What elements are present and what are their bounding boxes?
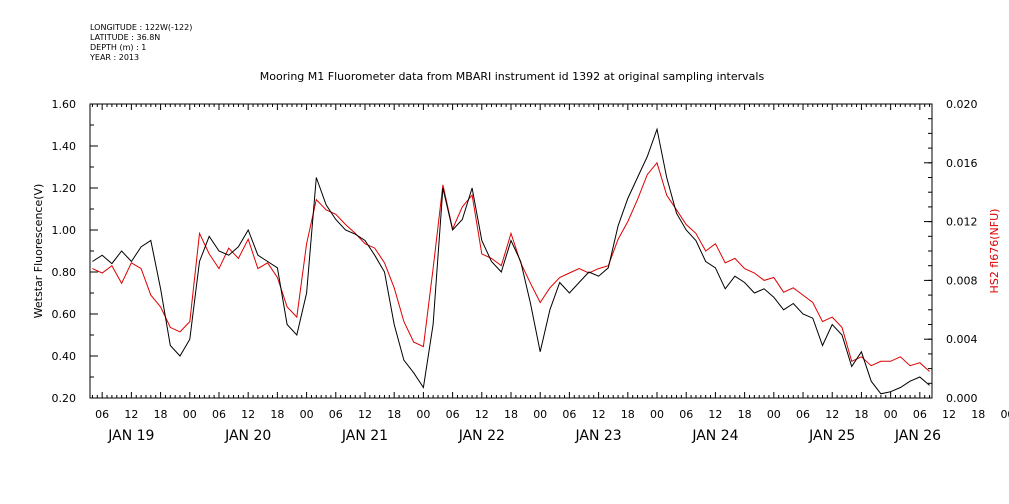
y-right-tick-label: 0.012 bbox=[946, 216, 978, 229]
x-tick-label: 12 bbox=[942, 408, 956, 421]
x-day-label: JAN 20 bbox=[224, 428, 271, 444]
x-tick-label: 00 bbox=[650, 408, 664, 421]
series-lines bbox=[92, 127, 930, 395]
y-right-tick-label: 0.008 bbox=[946, 274, 978, 287]
x-tick-label: 06 bbox=[95, 408, 109, 421]
x-day-label: JAN 25 bbox=[808, 428, 855, 444]
x-tick-label: 18 bbox=[621, 408, 635, 421]
x-tick-label: 06 bbox=[562, 408, 576, 421]
x-tick-label: 18 bbox=[971, 408, 985, 421]
meta-depth: DEPTH (m) : 1 bbox=[90, 43, 146, 52]
x-day-label: JAN 24 bbox=[691, 428, 738, 444]
y-left-tick-label: 0.80 bbox=[52, 266, 77, 279]
x-tick-label: 12 bbox=[825, 408, 839, 421]
x-tick-label: 06 bbox=[796, 408, 810, 421]
axis-tick-labels: 06 12 18 00 06 12 18 00 06 12 18 00 06 12 18 00 06 12 18 00… bbox=[52, 98, 1009, 444]
x-tick-label: 00 bbox=[767, 408, 781, 421]
axis-ticks bbox=[90, 103, 932, 399]
x-tick-label: 18 bbox=[270, 408, 284, 421]
x-tick-label: 00 bbox=[1000, 408, 1009, 421]
meta-longitude: LONGITUDE : 122W(-122) bbox=[90, 23, 192, 32]
y-right-tick-label: 0.004 bbox=[946, 333, 978, 346]
x-tick-label: 12 bbox=[592, 408, 606, 421]
x-tick-label: 00 bbox=[300, 408, 314, 421]
x-tick-label: 06 bbox=[679, 408, 693, 421]
y-left-tick-label: 0.40 bbox=[52, 350, 77, 363]
y-left-tick-label: 0.60 bbox=[52, 308, 77, 321]
x-tick-label: 18 bbox=[387, 408, 401, 421]
y-left-tick-label: 1.40 bbox=[52, 140, 77, 153]
y-right-tick-label: 0.000 bbox=[946, 392, 978, 405]
y-left-tick-label: 1.60 bbox=[52, 98, 77, 111]
y-left-tick-label: 1.20 bbox=[52, 182, 77, 195]
y-right-tick-label: 0.016 bbox=[946, 157, 978, 170]
x-tick-label: 06 bbox=[446, 408, 460, 421]
x-day-label: JAN 19 bbox=[107, 428, 154, 444]
x-tick-label: 12 bbox=[124, 408, 138, 421]
x-day-label: JAN 21 bbox=[341, 428, 388, 444]
x-day-label: JAN 23 bbox=[575, 428, 622, 444]
x-tick-label: 00 bbox=[884, 408, 898, 421]
x-tick-label: 06 bbox=[913, 408, 927, 421]
y-left-tick-label: 1.00 bbox=[52, 224, 77, 237]
x-tick-label: 00 bbox=[183, 408, 197, 421]
x-tick-label: 06 bbox=[329, 408, 343, 421]
series-wetstar-line bbox=[92, 127, 930, 395]
x-tick-label: 18 bbox=[504, 408, 518, 421]
x-tick-label: 18 bbox=[854, 408, 868, 421]
plot-frame bbox=[89, 103, 933, 399]
y-right-tick-label: 0.020 bbox=[946, 98, 978, 111]
x-tick-label: 18 bbox=[154, 408, 168, 421]
x-tick-label: 12 bbox=[358, 408, 372, 421]
metadata-block: LONGITUDE : 122W(-122) LATITUDE : 36.8N … bbox=[89, 23, 192, 62]
series-hs2-line bbox=[92, 161, 930, 372]
x-tick-label: 00 bbox=[416, 408, 430, 421]
meta-year: YEAR : 2013 bbox=[89, 53, 139, 62]
right-axis-title: HS2 fl676(NFU) bbox=[988, 209, 1001, 294]
x-day-label: JAN 26 bbox=[894, 428, 941, 444]
chart-title: Mooring M1 Fluorometer data from MBARI i… bbox=[260, 70, 765, 83]
x-tick-label: 12 bbox=[708, 408, 722, 421]
left-axis-title: Wetstar Fluorescence(V) bbox=[32, 184, 45, 319]
x-tick-label: 12 bbox=[241, 408, 255, 421]
x-tick-label: 12 bbox=[475, 408, 489, 421]
x-tick-label: 18 bbox=[738, 408, 752, 421]
x-tick-label: 00 bbox=[533, 408, 547, 421]
x-tick-label: 06 bbox=[212, 408, 226, 421]
y-left-tick-label: 0.20 bbox=[52, 392, 77, 405]
meta-latitude: LATITUDE : 36.8N bbox=[90, 33, 160, 42]
x-day-label: JAN 22 bbox=[458, 428, 505, 444]
